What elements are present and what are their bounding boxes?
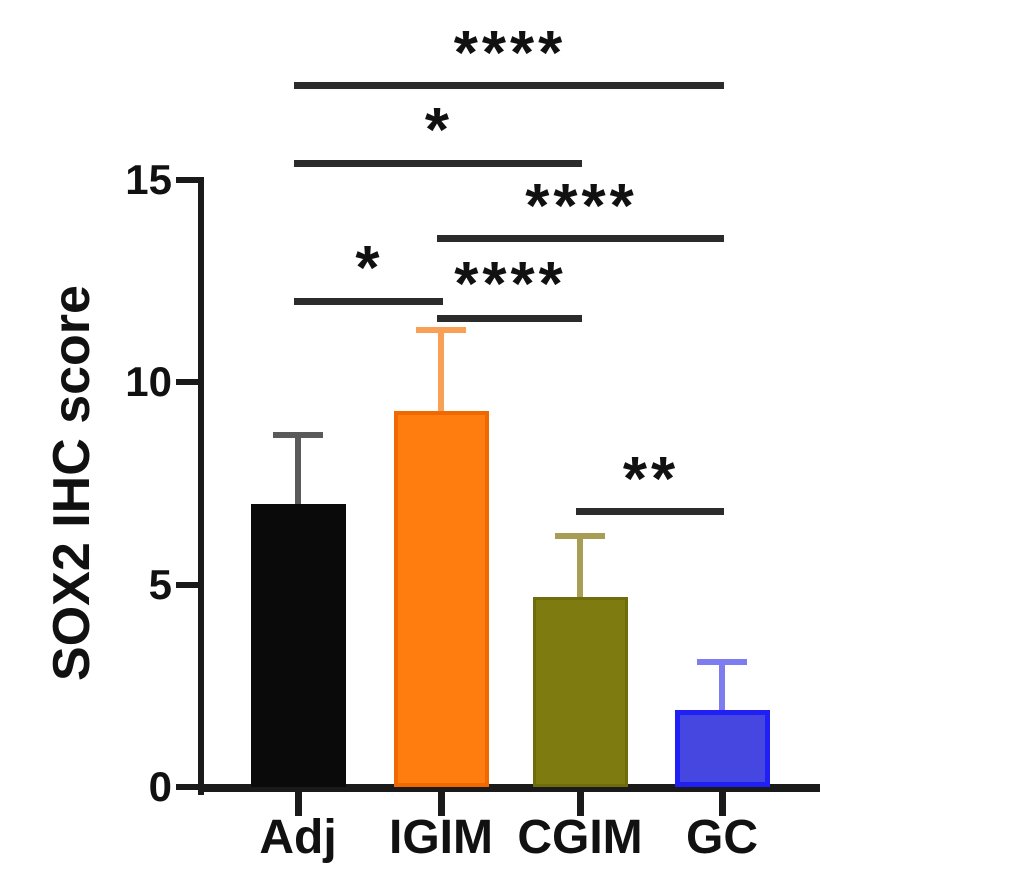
bar-gc [674,710,770,787]
x-tick [577,790,584,816]
error-bar-cap [416,326,466,333]
error-bar-cap [273,431,323,438]
y-tick [176,177,200,183]
x-axis-label-adj: Adj [259,811,337,864]
y-tick [176,784,200,790]
sig-bracket-line-adj-cgim [294,160,582,167]
error-bar-stem [295,434,301,514]
x-tick [719,790,726,816]
sig-bracket-line-igim-gc [437,235,724,242]
y-tick-label: 10 [125,358,172,406]
error-bar-cap [697,658,747,665]
y-tick-label: 5 [148,560,172,608]
y-tick [176,581,200,588]
x-axis-label-igim: IGIM [389,811,493,864]
sig-bracket-line-igim-cgim [437,315,582,322]
sig-bracket-stars-igim-gc: **** [525,172,638,241]
y-tick-label: 0 [148,763,172,810]
sig-bracket-line-cgim-gc [576,508,724,515]
error-bar-stem [719,661,725,721]
error-bar-cap [555,533,605,540]
x-tick [295,790,302,816]
sig-bracket-stars-adj-gc: **** [453,19,567,88]
y-axis-line [198,177,204,795]
sig-bracket-line-adj-gc [294,82,724,89]
x-tick [438,790,445,816]
y-axis-title: SOX2 IHC score [43,285,101,681]
x-axis-label-cgim: CGIM [517,811,643,864]
x-axis-label-gc: GC [686,811,758,864]
sig-bracket-stars-adj-igim: * [355,234,384,303]
x-axis-line [198,784,820,792]
y-tick-label: 15 [125,156,172,203]
error-bar-stem [438,329,444,421]
sig-bracket-stars-cgim-gc: ** [622,445,680,514]
sig-bracket-stars-adj-cgim: * [424,96,454,165]
y-tick [176,379,200,386]
bar-cgim [532,596,628,787]
error-bar-stem [577,536,583,607]
bar-igim [393,410,489,787]
sig-bracket-line-adj-igim [294,298,443,305]
bar-adj [250,503,346,787]
sig-bracket-stars-igim-cgim: **** [454,250,567,319]
